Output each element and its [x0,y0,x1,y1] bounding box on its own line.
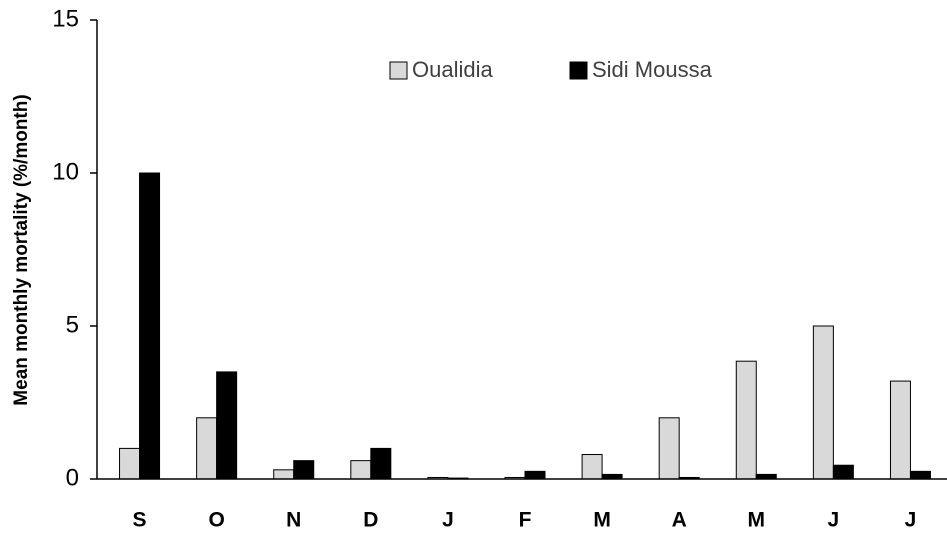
legend-label: Oualidia [412,57,493,82]
bar [581,454,603,480]
legend-swatch [389,61,408,80]
x-tick-label: A [672,509,687,532]
x-tick-label: J [442,509,454,532]
bar [119,447,141,480]
bar [658,417,680,480]
x-tick-label: M [748,509,766,532]
x-tick-label: N [286,509,301,532]
bar [216,371,238,480]
x-tick-label: J [905,509,917,532]
x-tick-label: J [828,509,840,532]
bar [832,464,854,480]
bar [812,325,834,480]
x-tick-label: S [133,509,147,532]
legend-swatch [569,61,588,80]
bar [889,380,911,480]
y-axis-label: Mean monthly mortality (%/month) [11,94,32,405]
x-tick-label: O [208,509,224,532]
bar [909,470,931,480]
bar [524,470,546,480]
y-tick-label: 5 [66,311,79,338]
x-tick-label: D [363,509,378,532]
y-tick-label: 0 [66,464,79,491]
bar [273,469,295,480]
bar [293,460,315,480]
x-tick-label: M [593,509,611,532]
bar [196,417,218,480]
y-tick-label: 10 [52,158,79,185]
legend-label: Sidi Moussa [592,57,713,82]
bar [370,447,392,480]
bar [350,460,372,480]
bar [139,172,161,480]
x-tick-label: F [519,509,532,532]
bar [735,360,757,480]
y-tick-label: 15 [52,5,79,32]
